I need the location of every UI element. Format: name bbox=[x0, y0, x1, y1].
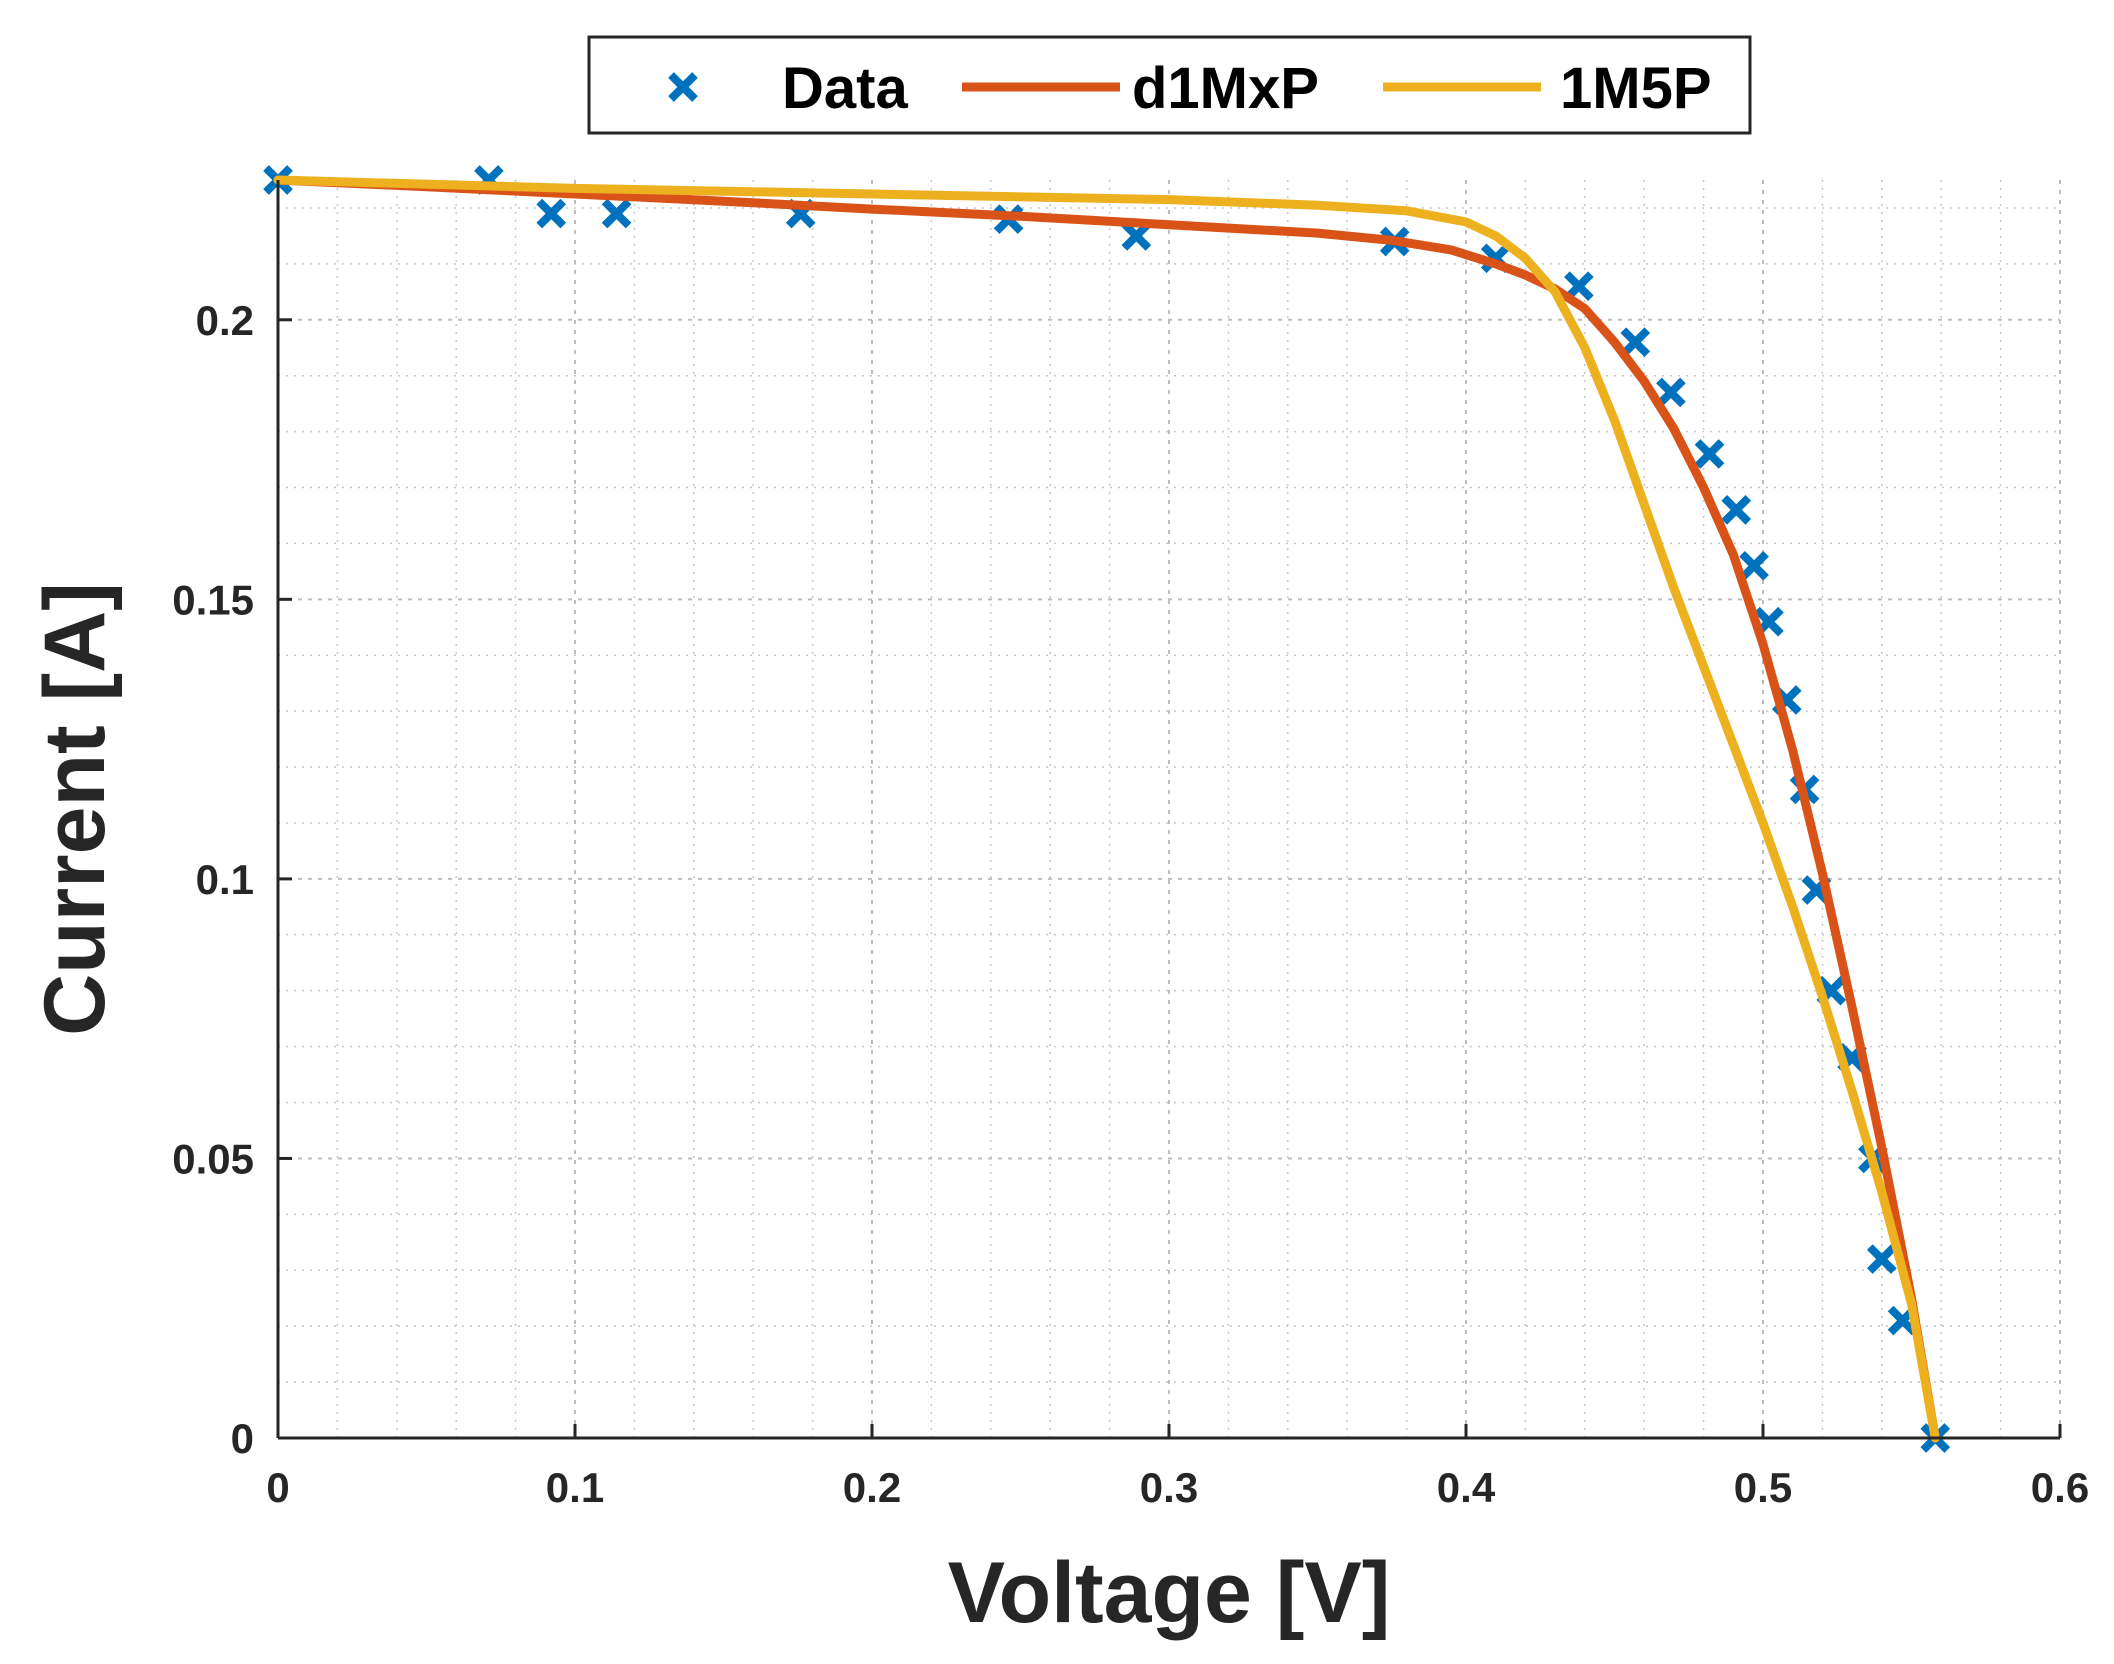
y-tick-label: 0.15 bbox=[172, 576, 254, 623]
series-line-d1mxp bbox=[273, 175, 1940, 1443]
data-point bbox=[1739, 550, 1769, 581]
marker-stroke bbox=[1121, 221, 1152, 251]
series-layer bbox=[263, 165, 1951, 1453]
marker-stroke bbox=[601, 198, 632, 229]
data-point bbox=[1620, 327, 1651, 357]
marker-stroke bbox=[1739, 550, 1769, 581]
x-tick-label: 0.2 bbox=[843, 1464, 901, 1511]
x-tick-label: 0.6 bbox=[2031, 1464, 2089, 1511]
legend: Data d1MxP 1M5P bbox=[587, 35, 1752, 135]
x-axis-label: Voltage [V] bbox=[948, 1545, 1391, 1641]
tick-labels: 0 0.1 0.2 0.3 0.4 0.5 0.6 0 0.05 0.1 0.15 0.2 bbox=[172, 297, 2089, 1511]
legend-label-1m5p: 1M5P bbox=[1560, 56, 1712, 121]
marker-stroke bbox=[1480, 243, 1511, 274]
marker-stroke bbox=[1656, 377, 1686, 408]
legend-label-d1mxp: d1MxP bbox=[1132, 56, 1319, 121]
y-tick-label: 0.1 bbox=[196, 856, 254, 903]
data-point bbox=[1866, 1244, 1897, 1274]
marker-stroke bbox=[668, 72, 698, 102]
data-point bbox=[1721, 495, 1752, 525]
x-tick-label: 0.3 bbox=[1140, 1464, 1198, 1511]
y-tick-label: 0 bbox=[231, 1415, 254, 1462]
legend-box bbox=[587, 35, 1752, 135]
y-axis-label: Current [A] bbox=[27, 582, 123, 1036]
marker-stroke bbox=[1694, 439, 1725, 469]
series-line-1m5p bbox=[273, 175, 1940, 1443]
data-point bbox=[1656, 377, 1686, 408]
legend-data-marker-icon bbox=[668, 72, 698, 102]
marker-stroke bbox=[1721, 495, 1752, 525]
data-point bbox=[536, 198, 567, 229]
plot-area bbox=[278, 180, 2060, 1438]
x-tick-label: 0.1 bbox=[546, 1464, 604, 1511]
data-point bbox=[1121, 221, 1152, 251]
marker-stroke bbox=[1620, 327, 1651, 357]
y-tick-label: 0.2 bbox=[196, 297, 254, 344]
y-tick-label: 0.05 bbox=[172, 1135, 254, 1182]
marker-stroke bbox=[1866, 1244, 1897, 1274]
data-point bbox=[601, 198, 632, 229]
x-tick-label: 0 bbox=[266, 1464, 289, 1511]
x-tick-label: 0.4 bbox=[1437, 1464, 1496, 1511]
data-point bbox=[1694, 439, 1725, 469]
x-tick-label: 0.5 bbox=[1734, 1464, 1792, 1511]
legend-label-data: Data bbox=[782, 56, 908, 121]
marker-stroke bbox=[536, 198, 567, 229]
legend-x-marker bbox=[668, 72, 698, 102]
grid bbox=[278, 180, 2061, 1438]
